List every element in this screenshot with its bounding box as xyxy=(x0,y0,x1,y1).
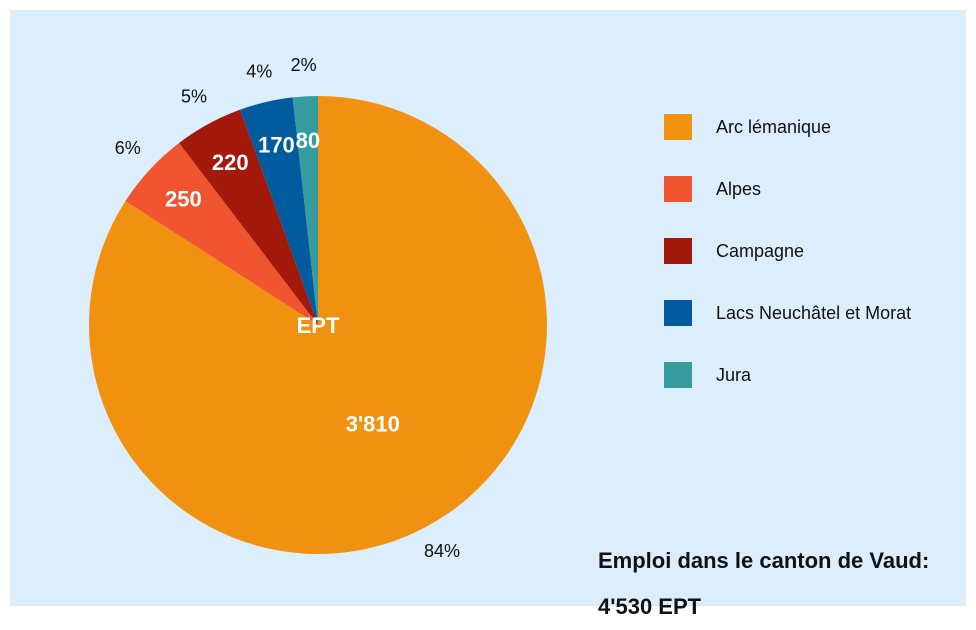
percent-label: 2% xyxy=(291,55,317,75)
legend-label: Alpes xyxy=(716,179,762,199)
value-label: 220 xyxy=(212,150,249,175)
pie-slice xyxy=(292,96,318,325)
value-label: 250 xyxy=(165,187,202,212)
legend-item: Campagne xyxy=(664,238,916,264)
legend-swatch xyxy=(664,114,692,140)
chart: 3'810 84% 250 6% 220 5% 170 4% 80 2% EPT xyxy=(89,55,548,561)
legend-label: Arc lémanique xyxy=(716,117,832,137)
legend-item: Jura xyxy=(664,362,916,388)
legend-label: Lacs Neuchâtel et Morat xyxy=(716,303,912,323)
legend-swatch xyxy=(664,362,692,388)
legend-swatch xyxy=(664,300,692,326)
page: 3'810 84% 250 6% 220 5% 170 4% 80 2% EPT Arc léman… xyxy=(10,10,966,619)
legend-item: Alpes xyxy=(664,176,916,202)
value-label: 3'810 xyxy=(346,411,400,436)
percent-label: 4% xyxy=(246,62,272,82)
percent-label: 6% xyxy=(115,138,141,158)
value-label: 170 xyxy=(258,132,295,157)
legend-label: Campagne xyxy=(716,241,805,261)
chart-title: Emploi dans le canton de Vaud: 4'530 EPT xyxy=(598,548,930,619)
legend-item: Arc lémanique xyxy=(664,114,916,140)
pie-slice xyxy=(125,142,318,325)
legend-swatch xyxy=(664,176,692,202)
center-label: EPT xyxy=(297,313,340,338)
chart-panel: 3'810 84% 250 6% 220 5% 170 4% 80 2% EPT Arc léman… xyxy=(10,10,966,619)
pie-slice xyxy=(179,109,318,325)
legend-label: Jura xyxy=(716,365,752,385)
percent-label: 5% xyxy=(181,86,207,106)
legend-item: Lacs Neuchâtel et Morat xyxy=(664,300,916,326)
legend-swatch xyxy=(664,238,692,264)
percent-label: 84% xyxy=(424,541,460,561)
pie-slice xyxy=(240,97,318,325)
value-label: 80 xyxy=(296,128,320,153)
